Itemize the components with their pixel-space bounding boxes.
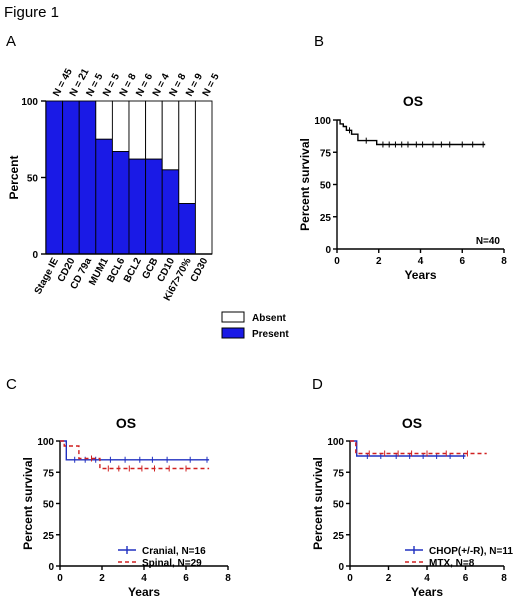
survival-curve-2 [60, 440, 210, 470]
x-axis-title: Years [404, 268, 436, 282]
bar-absent [145, 100, 163, 160]
x-axis-title: Years [411, 585, 443, 599]
y-tick-label: 100 [314, 116, 331, 127]
y-tick-label: 50 [320, 181, 332, 192]
panel-c-letter: C [6, 376, 17, 393]
x-tick-label: 2 [99, 573, 105, 584]
panel-d: D OS 0 25 50 75 100 0 2 4 6 8 Years Percent surviva… [311, 376, 513, 599]
x-tick-label: 0 [347, 573, 353, 584]
panel-b-letter: B [314, 33, 324, 50]
x-tick-label: 2 [376, 256, 382, 267]
x-tick-label: 8 [501, 573, 507, 584]
x-tick-label: 4 [424, 573, 430, 584]
y-axis-title: Percent survival [298, 138, 312, 231]
survival-curve-1 [337, 119, 486, 146]
panel-b-n-annotation: N=40 [476, 236, 501, 247]
panel-d-letter: D [312, 376, 323, 393]
x-tick-label: 2 [386, 573, 392, 584]
y-tick-label: 100 [327, 437, 344, 448]
panel-c-plot: 0 25 50 75 100 0 2 4 6 8 Years Percent survival Cran… [21, 437, 231, 599]
y-tick-label: 75 [320, 148, 332, 159]
panel-b-title: OS [403, 93, 423, 109]
survival-curve-1 [60, 440, 210, 461]
panel-b-plot: 0 25 50 75 100 0 2 4 6 8 Years Percent survival [298, 116, 507, 282]
legend-label-absent: Absent [252, 313, 287, 324]
panel-d-plot: 0 25 50 75 100 0 2 4 6 8 Years Percent survival CHOP… [311, 437, 513, 599]
y-tick-label: 100 [37, 437, 54, 448]
panel-c: C OS 0 25 50 75 100 0 2 4 6 8 Years Percent surviva… [6, 376, 231, 599]
x-tick-label: 0 [57, 573, 63, 584]
y-tick-label: 25 [43, 531, 55, 542]
legend-label-1: Cranial, N=16 [142, 546, 206, 557]
figure-title: Figure 1 [4, 4, 59, 21]
bar-present [62, 100, 80, 255]
bar-present [178, 203, 196, 255]
bar-present [145, 158, 163, 255]
y-tick-label: 75 [333, 468, 345, 479]
bar-absent [128, 100, 147, 160]
panel-c-title: OS [116, 415, 136, 431]
y-tick-label: 50 [333, 500, 345, 511]
bar-absent [178, 100, 196, 204]
bar-absent [161, 100, 180, 171]
y-tick-label: 0 [325, 245, 331, 256]
x-axis-title: Years [128, 585, 160, 599]
legend-label-2: Spinal, N=29 [142, 558, 202, 569]
panel-a-letter: A [6, 33, 16, 50]
x-tick-label: 8 [225, 573, 231, 584]
panel-b: B OS 0 25 50 75 100 0 2 4 6 8 Years Percent surviva… [298, 33, 507, 282]
bar-present [128, 158, 147, 255]
bar-present [78, 100, 97, 255]
bar-count-label: N = 5 [201, 72, 222, 99]
x-tick-label: 0 [334, 256, 340, 267]
y-tick-label: 0 [48, 562, 54, 573]
x-tick-label: 6 [463, 573, 469, 584]
x-tick-label: CD30 [189, 256, 211, 284]
y-tick-label: 0 [32, 250, 38, 261]
y-axis-title: Percent survival [311, 457, 325, 550]
bar-present [111, 151, 130, 255]
legend-label-present: Present [252, 329, 289, 340]
bar-present [45, 100, 64, 255]
x-tick-label: 8 [501, 256, 507, 267]
y-tick-label: 75 [43, 468, 55, 479]
x-tick-label: 6 [183, 573, 189, 584]
legend-label-1: CHOP(+/-R), N=11 [429, 546, 513, 557]
legend-swatch-absent [221, 311, 245, 323]
y-tick-label: 25 [333, 531, 345, 542]
bar-present [161, 169, 180, 255]
bar-present [95, 138, 113, 255]
y-axis-title: Percent [7, 155, 21, 199]
bar-absent [95, 100, 113, 140]
panel-d-title: OS [402, 415, 422, 431]
x-tick-label: 6 [459, 256, 465, 267]
y-tick-label: 25 [320, 213, 332, 224]
y-tick-label: 50 [43, 500, 55, 511]
y-tick-label: 0 [338, 562, 344, 573]
y-tick-label: 100 [21, 97, 38, 108]
y-tick-label: 50 [27, 174, 39, 185]
x-tick-label: 4 [141, 573, 147, 584]
legend-swatch-present [221, 327, 245, 339]
x-tick-label: 4 [418, 256, 424, 267]
bar-absent [194, 100, 213, 255]
survival-curve-2 [350, 440, 487, 455]
bar-absent [111, 100, 130, 152]
y-axis-title: Percent survival [21, 457, 35, 550]
legend-label-2: MTX, N=8 [429, 558, 475, 569]
x-tick-label: BCL2 [122, 256, 144, 285]
